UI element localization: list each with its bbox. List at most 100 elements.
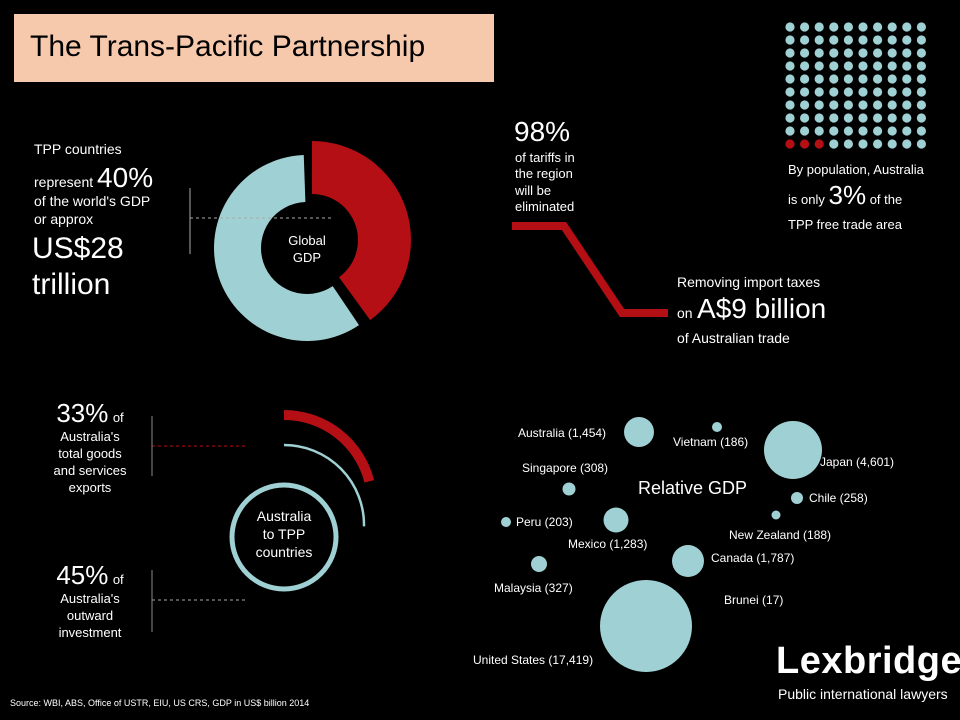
population-dot: [829, 126, 839, 136]
population-dot: [843, 61, 854, 71]
bubble-new-zealand: [771, 510, 781, 520]
bubble-japan: [764, 421, 822, 479]
investment-headline: 45% of: [40, 560, 140, 591]
population-dot: [916, 35, 927, 45]
population-dot: [785, 126, 795, 136]
population-dot: [858, 100, 868, 110]
relative-gdp-bubbles: [501, 417, 822, 672]
relative-gdp-labels: Australia (1,454) Vietnam (186) Japan (4…: [473, 426, 894, 667]
population-dot: [814, 35, 824, 45]
label-peru: Peru (203): [516, 515, 573, 529]
label-japan: Japan (4,601): [820, 455, 894, 469]
label-canada: Canada (1,787): [711, 551, 794, 565]
bubble-peru: [501, 517, 511, 527]
population-dot: [916, 48, 927, 58]
donut-center-label: Global GDP: [272, 233, 342, 267]
investment-percent: 45%: [56, 560, 109, 590]
population-dot: [843, 139, 854, 149]
population-dot: [887, 139, 897, 149]
population-dot: [858, 22, 868, 32]
investment-of: of: [112, 572, 124, 587]
import-taxes-line1: Removing import taxes: [677, 274, 821, 290]
import-taxes-amount: A$9 billion: [697, 293, 827, 324]
population-dot: [902, 87, 912, 97]
population-dot: [785, 113, 795, 123]
population-dot-australia: [800, 139, 810, 149]
population-dot: [873, 126, 883, 136]
population-dot: [829, 35, 839, 45]
population-dot: [887, 100, 897, 110]
population-dot: [800, 35, 810, 45]
tariff-trend-line: [512, 222, 668, 317]
exports-of: of: [112, 410, 124, 425]
gdp-text-line2: represent 40%: [34, 160, 153, 196]
exports-text: 33% of Australia's total goods and servi…: [40, 398, 140, 497]
population-dot: [843, 87, 854, 97]
population-percent: 3%: [828, 180, 867, 210]
center-circle-text: Australia to TPP countries: [234, 507, 334, 562]
bubble-canada: [672, 545, 704, 577]
population-dot: [902, 113, 912, 123]
exports-headline: 33% of: [40, 398, 140, 429]
bubble-singapore: [562, 482, 576, 496]
population-dot: [800, 126, 810, 136]
population-dot: [873, 139, 883, 149]
label-new-zealand: New Zealand (188): [729, 528, 831, 542]
population-dot: [829, 74, 839, 84]
population-dot: [858, 74, 868, 84]
donut-rest-of-world: [214, 155, 360, 341]
label-chile: Chile (258): [809, 491, 868, 505]
import-taxes-line3: of Australian trade: [677, 330, 790, 346]
exports-percent: 33%: [56, 398, 109, 428]
population-dot: [887, 61, 897, 71]
label-singapore: Singapore (308): [522, 461, 608, 475]
population-dot: [902, 61, 912, 71]
tariffs-text-line2: the region: [515, 166, 573, 182]
population-dot: [887, 126, 897, 136]
population-dot: [843, 48, 854, 58]
donut-tpp-share: [312, 141, 412, 321]
lexbridge-logo: Lexbridge: [776, 640, 960, 682]
tariffs-percent: 98%: [514, 116, 571, 147]
population-dot: [858, 61, 868, 71]
population-dot: [887, 74, 897, 84]
population-dot: [785, 35, 795, 45]
population-of-the: of the: [869, 192, 903, 207]
population-dot: [829, 87, 839, 97]
gdp-text-line1: TPP countries: [34, 141, 122, 157]
population-dot: [887, 22, 897, 32]
bubble-australia: [624, 417, 654, 447]
gdp-represent-text: represent: [34, 174, 94, 190]
center-circle-line3: countries: [255, 544, 313, 561]
tariffs-text-line1: of tariffs in: [515, 150, 575, 165]
population-is-only: is only: [788, 192, 825, 207]
population-dot: [916, 87, 927, 97]
population-dot-australia: [814, 139, 824, 149]
population-dot: [916, 139, 927, 149]
population-dot: [829, 22, 839, 32]
population-dot: [814, 61, 824, 71]
population-dot: [858, 87, 868, 97]
investment-arc: [283, 443, 366, 527]
population-dot: [843, 22, 854, 32]
population-dot: [785, 48, 795, 58]
population-dot: [814, 113, 824, 123]
gdp-text-line3: of the world's GDP: [34, 193, 151, 209]
population-dot: [800, 113, 810, 123]
bubble-malaysia: [531, 556, 547, 572]
population-dot: [829, 48, 839, 58]
center-circle-line1: Australia: [256, 508, 312, 524]
population-dot: [785, 87, 795, 97]
population-dot: [873, 87, 883, 97]
population-dot: [873, 74, 883, 84]
population-dot: [800, 74, 810, 84]
label-mexico: Mexico (1,283): [568, 537, 647, 551]
population-dot: [887, 87, 897, 97]
population-dot: [843, 126, 854, 136]
population-dot: [873, 48, 883, 58]
exports-line2: total goods: [58, 445, 122, 461]
population-dot: [873, 22, 883, 32]
population-dot: [785, 74, 795, 84]
exports-line4: exports: [68, 479, 112, 495]
population-dot: [902, 74, 912, 84]
